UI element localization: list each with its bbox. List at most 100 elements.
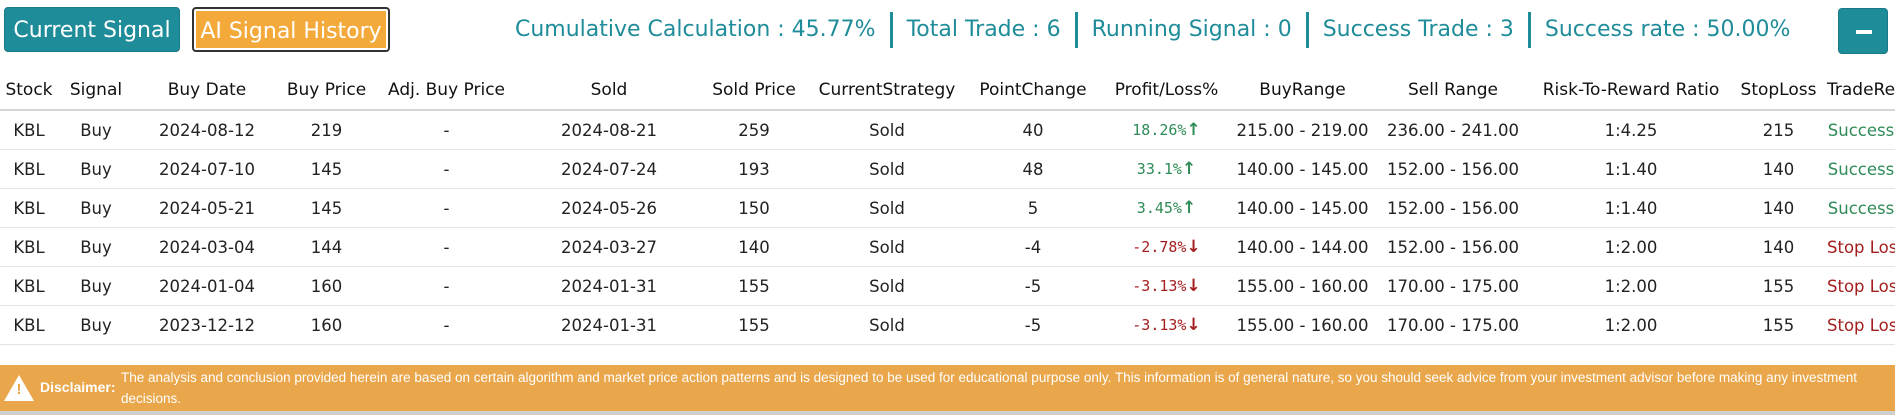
profit-loss-value: -3.13% xyxy=(1132,316,1187,334)
point-change-cell: -4 xyxy=(964,227,1102,267)
table-header-row: Stock Signal Buy Date Buy Price Adj. Buy Pri… xyxy=(0,71,1895,111)
profit-loss-value: 33.1% xyxy=(1136,160,1182,178)
stoploss-cell: 140 xyxy=(1730,188,1827,228)
profit-loss-value: 3.45% xyxy=(1136,199,1182,217)
buy-date-cell: 2024-03-04 xyxy=(134,227,280,267)
risk-reward-cell: 1:2.00 xyxy=(1532,227,1730,267)
buy-price-cell: 160 xyxy=(280,266,373,306)
signal-history-table: Stock Signal Buy Date Buy Price Adj. Buy Pri… xyxy=(0,71,1895,345)
sold-date-cell: 2024-07-24 xyxy=(520,149,698,189)
point-change-cell: 5 xyxy=(964,188,1102,228)
arrow-up-icon: ↑ xyxy=(1181,159,1197,179)
trade-result-cell: Stop Loss xyxy=(1827,266,1895,306)
column-header: Profit/Loss% xyxy=(1102,71,1231,111)
current-signal-button[interactable]: Current Signal xyxy=(4,7,180,52)
table-row: KBL Buy 2024-03-04 144-2024-03-27 140 Sold -4-… xyxy=(0,227,1895,267)
summary-stats: Cumulative Calculation : 45.77% Total Tr… xyxy=(505,12,1804,48)
top-toolbar: Current Signal AI Signal History Cumulat… xyxy=(0,0,1895,60)
column-header: Signal xyxy=(58,71,134,111)
buy-date-cell: 2024-05-21 xyxy=(134,188,280,228)
arrow-down-icon: ↓ xyxy=(1186,237,1201,257)
cumulative-calculation-stat: Cumulative Calculation : 45.77% xyxy=(515,17,876,42)
sold-date-cell: 2024-03-27 xyxy=(520,227,698,267)
buy-price-cell: 219 xyxy=(280,110,373,150)
minus-icon xyxy=(1856,30,1872,34)
sold-price-cell: 155 xyxy=(698,266,810,306)
current-strategy-cell: Sold xyxy=(810,149,964,189)
trade-result-cell: Success xyxy=(1827,188,1895,228)
profit-loss-value: -3.13% xyxy=(1132,277,1187,295)
success-rate-stat: Success rate : 50.00% xyxy=(1544,17,1791,42)
profit-loss-cell: -3.13%↓ xyxy=(1102,305,1231,345)
column-header: PointChange xyxy=(964,71,1102,111)
stock-cell: KBL xyxy=(0,305,58,345)
table-row: KBL Buy 2024-05-21 145-2024-05-26 150 Sold 5 3.… xyxy=(0,188,1895,228)
table-body: KBL Buy 2024-08-12 219-2024-08-21 259 Sold 40 1… xyxy=(0,110,1895,345)
stat-divider xyxy=(1305,12,1309,48)
trade-result-cell: Stop Loss xyxy=(1827,305,1895,345)
point-change-cell: 40 xyxy=(964,110,1102,150)
signal-cell: Buy xyxy=(58,227,134,267)
column-header: CurrentStrategy xyxy=(810,71,964,111)
table-row: KBL Buy 2024-01-04 160-2024-01-31 155 Sold -5-… xyxy=(0,266,1895,306)
current-strategy-cell: Sold xyxy=(810,266,964,306)
trade-result-cell: Success xyxy=(1827,149,1895,189)
column-header: Risk-To-Reward Ratio xyxy=(1532,71,1730,111)
point-change-cell: -5 xyxy=(964,266,1102,306)
disclaimer-label: Disclaimer: xyxy=(40,379,116,395)
profit-loss-value: -2.78% xyxy=(1132,238,1187,256)
column-header: TradeResult xyxy=(1827,71,1895,111)
adj-buy-price-cell: - xyxy=(373,266,520,306)
column-header: Sell Range xyxy=(1374,71,1532,111)
stoploss-cell: 140 xyxy=(1730,227,1827,267)
sell-range-cell: 236.00 - 241.00 xyxy=(1374,110,1532,150)
buy-range-cell: 140.00 - 145.00 xyxy=(1231,188,1374,228)
risk-reward-cell: 1:1.40 xyxy=(1532,149,1730,189)
bottom-divider xyxy=(0,411,1895,415)
point-change-cell: -5 xyxy=(964,305,1102,345)
running-signal-stat: Running Signal : 0 xyxy=(1091,17,1292,42)
stoploss-cell: 155 xyxy=(1730,305,1827,345)
risk-reward-cell: 1:1.40 xyxy=(1532,188,1730,228)
warning-icon-mark: ! xyxy=(16,381,22,398)
ai-signal-history-button[interactable]: AI Signal History xyxy=(192,7,390,52)
adj-buy-price-cell: - xyxy=(373,110,520,150)
adj-buy-price-cell: - xyxy=(373,305,520,345)
adj-buy-price-cell: - xyxy=(373,188,520,228)
stock-cell: KBL xyxy=(0,188,58,228)
trade-result-cell: Success xyxy=(1827,110,1895,150)
buy-range-cell: 155.00 - 160.00 xyxy=(1231,266,1374,306)
point-change-cell: 48 xyxy=(964,149,1102,189)
profit-loss-cell: -2.78%↓ xyxy=(1102,227,1231,267)
stoploss-cell: 140 xyxy=(1730,149,1827,189)
arrow-down-icon: ↓ xyxy=(1186,315,1201,335)
success-trade-stat: Success Trade : 3 xyxy=(1322,17,1514,42)
sell-range-cell: 170.00 - 175.00 xyxy=(1374,305,1532,345)
current-strategy-cell: Sold xyxy=(810,227,964,267)
arrow-up-icon: ↑ xyxy=(1186,120,1201,140)
sold-price-cell: 259 xyxy=(698,110,810,150)
warning-icon xyxy=(4,375,34,401)
sold-date-cell: 2024-01-31 xyxy=(520,266,698,306)
collapse-button[interactable] xyxy=(1838,8,1888,54)
stat-divider xyxy=(889,12,893,48)
risk-reward-cell: 1:2.00 xyxy=(1532,266,1730,306)
signal-cell: Buy xyxy=(58,266,134,306)
sold-price-cell: 155 xyxy=(698,305,810,345)
buy-range-cell: 155.00 - 160.00 xyxy=(1231,305,1374,345)
signal-cell: Buy xyxy=(58,188,134,228)
table-row: KBL Buy 2023-12-12 160-2024-01-31 155 Sold -5-… xyxy=(0,305,1895,345)
current-strategy-cell: Sold xyxy=(810,110,964,150)
signal-history-table-container: Stock Signal Buy Date Buy Price Adj. Buy Pri… xyxy=(0,71,1895,345)
risk-reward-cell: 1:2.00 xyxy=(1532,305,1730,345)
arrow-down-icon: ↓ xyxy=(1186,276,1201,296)
sold-date-cell: 2024-08-21 xyxy=(520,110,698,150)
buy-price-cell: 160 xyxy=(280,305,373,345)
column-header: Buy Price xyxy=(280,71,373,111)
current-strategy-cell: Sold xyxy=(810,305,964,345)
stat-divider xyxy=(1527,12,1531,48)
buy-price-cell: 145 xyxy=(280,149,373,189)
sell-range-cell: 152.00 - 156.00 xyxy=(1374,227,1532,267)
column-header: Sold Price xyxy=(698,71,810,111)
disclaimer-text: The analysis and conclusion provided her… xyxy=(121,370,1857,406)
